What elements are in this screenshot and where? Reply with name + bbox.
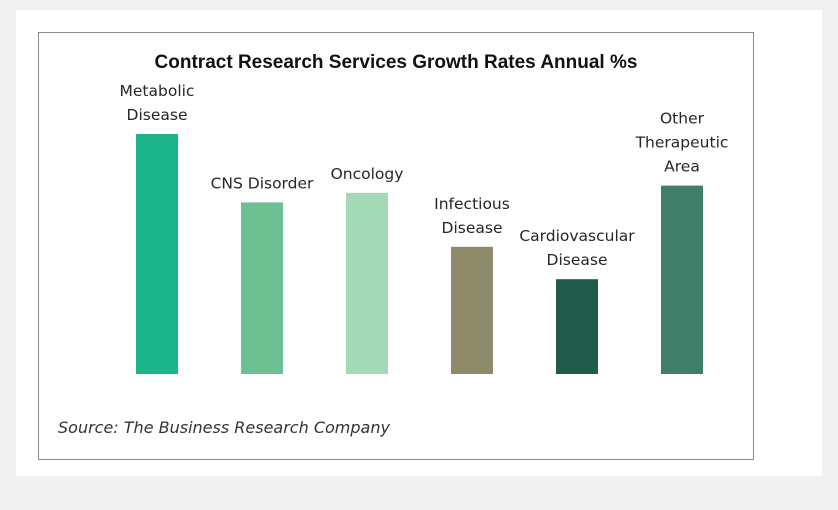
bar-5 bbox=[661, 185, 703, 374]
bar-label-0-0: Metabolic bbox=[120, 82, 195, 100]
bar-label-3-1: Disease bbox=[442, 219, 503, 237]
bar-3 bbox=[451, 246, 493, 374]
bar-label-4-0: Cardiovascular bbox=[519, 227, 635, 245]
chart-title: Contract Research Services Growth Rates … bbox=[155, 52, 638, 73]
bar-label-2-0: Oncology bbox=[331, 165, 404, 183]
bar-label-5-0: Other bbox=[660, 110, 705, 128]
bar-label-5-2: Area bbox=[664, 158, 700, 176]
bar-4 bbox=[556, 279, 598, 374]
bar-1 bbox=[241, 202, 283, 374]
bars-layer bbox=[136, 134, 703, 374]
bar-label-0-1: Disease bbox=[127, 106, 188, 124]
source-note: Source: The Business Research Company bbox=[58, 418, 390, 437]
bar-label-3-0: Infectious bbox=[434, 195, 510, 213]
labels-layer: Metabolic Disease CNS Disorder Oncology Infe… bbox=[120, 82, 729, 269]
bar-label-1-0: CNS Disorder bbox=[211, 174, 314, 192]
bar-0 bbox=[136, 134, 178, 374]
bar-label-5-1: Therapeutic bbox=[635, 134, 729, 152]
bar-label-4-1: Disease bbox=[547, 251, 608, 269]
bar-2 bbox=[346, 192, 388, 374]
